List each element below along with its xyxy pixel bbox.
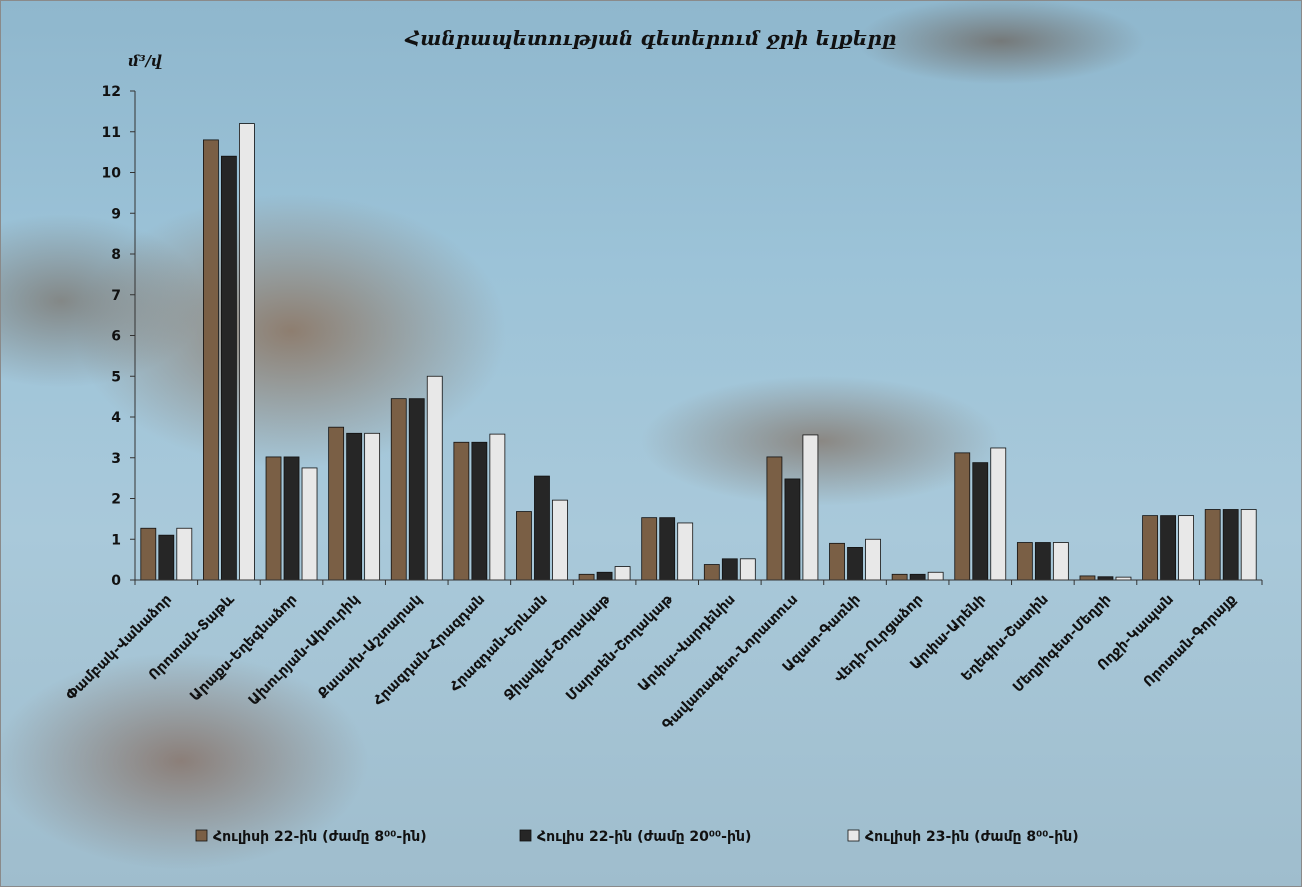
y-tick-label: 11 [102, 125, 121, 141]
y-tick-label: 12 [102, 84, 121, 100]
legend-label: Հուլիս 22-ին (ժամը 20⁰⁰-ին) [537, 829, 751, 845]
y-tick-label: 10 [102, 166, 122, 182]
bar-2 [221, 155, 237, 581]
bar-2 [972, 462, 989, 581]
bar-2 [596, 571, 613, 581]
bar-1 [1204, 509, 1221, 581]
bar-2 [346, 432, 363, 581]
bar-1 [641, 517, 658, 581]
bar-1 [891, 573, 908, 581]
bar-1 [578, 573, 595, 581]
bar-1 [390, 398, 407, 581]
bars [140, 123, 1257, 581]
bar-2 [158, 534, 175, 581]
x-tick-label: Արաքս-Եղեգնաձոր [187, 592, 300, 705]
bar-2 [909, 573, 926, 581]
bar-2 [659, 517, 676, 581]
y-tick-label: 1 [111, 532, 121, 548]
bar-3 [1052, 542, 1069, 581]
bar-1 [766, 456, 783, 581]
x-tick-label: Փամբակ-Վանաձոր [63, 592, 175, 704]
legend: Հուլիսի 22-ին (ժամը 8⁰⁰-ին) Հուլիս 22-ին … [195, 829, 1079, 845]
bar-1 [1142, 515, 1158, 581]
bar-2 [408, 398, 425, 581]
bar-3 [426, 375, 443, 581]
bar-2 [1222, 509, 1239, 581]
bar-1 [954, 452, 971, 581]
bar-1 [703, 564, 720, 581]
bar-2 [1160, 515, 1176, 581]
bar-2 [784, 478, 801, 581]
bar-1 [453, 441, 470, 581]
y-tick-label: 8 [111, 247, 121, 263]
bar-3 [552, 499, 568, 581]
x-tick-label: Հրազդան-Հրազդան [371, 592, 489, 710]
y-tick-label: 6 [111, 329, 121, 345]
legend-label: Հուլիսի 23-ին (ժամը 8⁰⁰-ին) [865, 829, 1079, 845]
x-tick-label: Քասախ-Աշտարակ [315, 592, 425, 702]
bar-2 [471, 441, 488, 581]
y-tick-label: 7 [111, 288, 121, 304]
y-tick-label: 0 [111, 573, 121, 589]
bar-1 [1079, 575, 1096, 581]
bar-1 [1016, 542, 1033, 581]
bar-2 [847, 547, 863, 581]
legend-swatch [195, 829, 208, 842]
bar-3 [927, 571, 944, 581]
bar-3 [489, 433, 506, 581]
bar-3 [865, 538, 881, 581]
bar-2 [534, 475, 550, 581]
y-axis-unit: մ³/վ [128, 52, 162, 70]
legend-label: Հուլիսի 22-ին (ժամը 8⁰⁰-ին) [213, 829, 427, 845]
y-tick-label: 3 [111, 451, 121, 467]
legend-swatch [519, 829, 532, 842]
bar-3 [802, 434, 819, 581]
bar-1 [829, 542, 845, 581]
y-tick-label: 4 [111, 410, 121, 426]
chart-title: Հանրապետության գետերում ջրի ելքերը [405, 26, 897, 50]
bar-3 [739, 558, 756, 581]
bar-3 [1240, 509, 1257, 581]
y-tick-label: 2 [111, 492, 121, 508]
bar-3 [176, 527, 193, 581]
legend-swatch [847, 829, 860, 842]
bar-1 [140, 527, 157, 581]
bar-2 [1034, 542, 1051, 581]
x-tick-label: Մարտեն-Շողակաթ [563, 591, 676, 704]
bar-3 [239, 123, 255, 581]
bar-3 [990, 447, 1007, 581]
bar-3 [301, 467, 318, 581]
bar-3 [1178, 515, 1194, 581]
bar-3 [614, 566, 631, 581]
bar-2 [721, 558, 738, 581]
bar-1 [265, 456, 282, 581]
bar-3 [677, 522, 694, 581]
y-tick-label: 5 [111, 369, 121, 385]
x-tick-label: Ախուրյան-Ախուրիկ [246, 592, 363, 709]
bar-1 [328, 426, 345, 581]
bar-1 [516, 511, 532, 581]
x-tick-label: Ջիլավեմ-Շողակաթ [501, 591, 614, 704]
bar-3 [364, 432, 381, 581]
x-axis-ticks: Փամբակ-ՎանաձորՈրոտան-ՏաթևԱրաքս-Եղեգնաձոր… [63, 580, 1263, 734]
bar-2 [283, 456, 300, 581]
x-tick-label: Գավառագետ-Նորատուս [659, 592, 801, 734]
bar-1 [203, 139, 219, 581]
y-tick-label: 9 [111, 206, 121, 222]
